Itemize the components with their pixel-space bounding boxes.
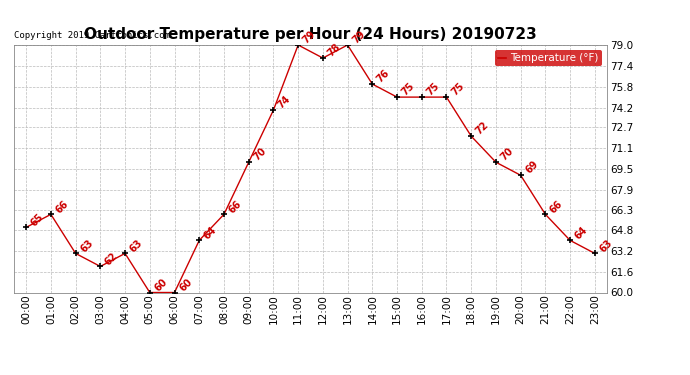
Title: Outdoor Temperature per Hour (24 Hours) 20190723: Outdoor Temperature per Hour (24 Hours) … xyxy=(84,27,537,42)
Text: 63: 63 xyxy=(79,237,95,254)
Text: 74: 74 xyxy=(276,94,293,111)
Text: 70: 70 xyxy=(499,146,515,163)
Text: 65: 65 xyxy=(29,211,46,228)
Text: Copyright 2019 Cartronics.com: Copyright 2019 Cartronics.com xyxy=(14,31,170,40)
Text: 70: 70 xyxy=(251,146,268,163)
Text: 60: 60 xyxy=(152,276,169,293)
Text: 75: 75 xyxy=(449,81,466,98)
Text: 75: 75 xyxy=(400,81,417,98)
Text: 66: 66 xyxy=(227,198,244,215)
Text: 78: 78 xyxy=(326,42,342,58)
Text: 75: 75 xyxy=(424,81,441,98)
Text: 79: 79 xyxy=(351,29,367,46)
Text: 79: 79 xyxy=(301,29,317,46)
Text: 66: 66 xyxy=(54,198,70,215)
Text: 63: 63 xyxy=(128,237,144,254)
Text: 76: 76 xyxy=(375,68,392,85)
Text: 60: 60 xyxy=(177,276,194,293)
Text: 66: 66 xyxy=(548,198,565,215)
Text: 69: 69 xyxy=(524,159,540,176)
Text: 64: 64 xyxy=(202,224,219,241)
Legend: Temperature (°F): Temperature (°F) xyxy=(495,50,602,66)
Text: 64: 64 xyxy=(573,224,589,241)
Text: 72: 72 xyxy=(474,120,491,137)
Text: 63: 63 xyxy=(598,237,614,254)
Text: 62: 62 xyxy=(103,251,120,267)
